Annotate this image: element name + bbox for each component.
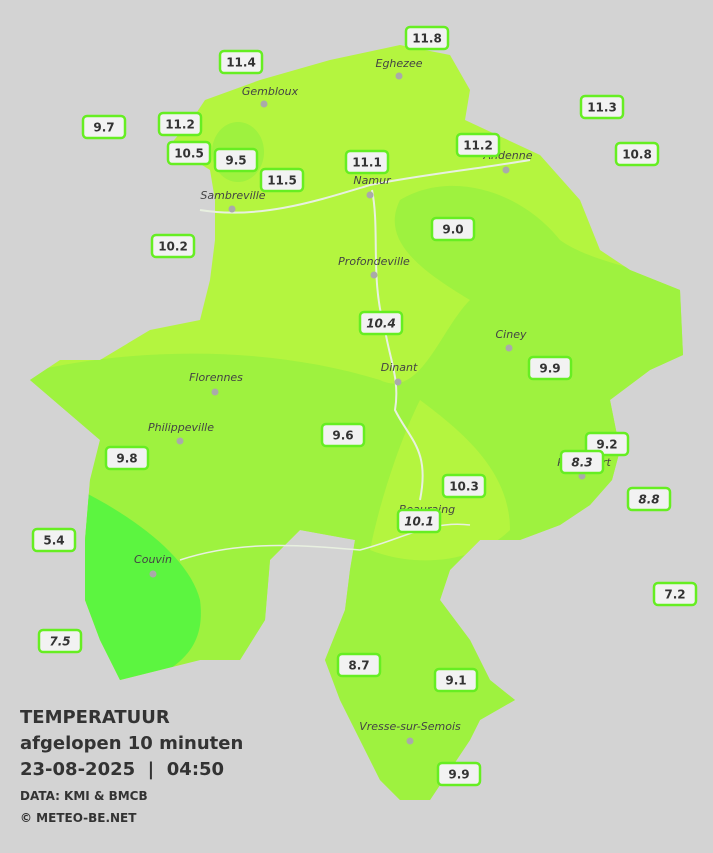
city-dot bbox=[228, 205, 236, 213]
station-value: 5.4 bbox=[43, 534, 64, 548]
station-value: 9.0 bbox=[442, 223, 463, 237]
station-box bbox=[404, 25, 450, 51]
city-label: Philippeville bbox=[148, 421, 214, 434]
station-box bbox=[626, 486, 672, 512]
station-box bbox=[396, 508, 442, 534]
city-label: Couvin bbox=[134, 553, 172, 566]
station-box bbox=[433, 667, 479, 693]
station-value: 11.8 bbox=[412, 32, 442, 46]
station-box bbox=[430, 216, 476, 242]
city-dot bbox=[370, 271, 378, 279]
station-box bbox=[31, 527, 77, 553]
station-box bbox=[104, 445, 150, 471]
timestamp: 23-08-2025 | 04:50 bbox=[20, 759, 224, 780]
station-value: 10.4 bbox=[366, 317, 396, 331]
station-box bbox=[527, 355, 573, 381]
station-box bbox=[579, 94, 625, 120]
city-label: Vresse-sur-Semois bbox=[359, 720, 461, 733]
station-box bbox=[436, 761, 482, 787]
station-value: 9.2 bbox=[596, 438, 617, 452]
station-value: 7.5 bbox=[49, 635, 70, 649]
station-value: 7.2 bbox=[664, 588, 685, 602]
station-box bbox=[81, 114, 127, 140]
city-dot bbox=[395, 72, 403, 80]
station-value: 9.1 bbox=[445, 674, 466, 688]
station-box bbox=[218, 49, 264, 75]
city-label: Gembloux bbox=[242, 85, 299, 98]
city-label: Florennes bbox=[189, 371, 243, 384]
river bbox=[199, 159, 531, 501]
station-value: 10.8 bbox=[622, 148, 652, 162]
station-value: 9.5 bbox=[225, 154, 246, 168]
station-box bbox=[157, 111, 203, 137]
station-value: 8.3 bbox=[571, 456, 592, 470]
station-box bbox=[213, 147, 259, 173]
station-value: 9.9 bbox=[448, 768, 469, 782]
station-box bbox=[320, 422, 366, 448]
station-box bbox=[37, 628, 83, 654]
city-label: Profondeville bbox=[338, 255, 410, 268]
city-label: Sambreville bbox=[200, 189, 265, 202]
station-value: 11.4 bbox=[226, 56, 256, 70]
station-box bbox=[455, 132, 501, 158]
station-value: 11.2 bbox=[165, 118, 195, 132]
city-label: Dinant bbox=[381, 361, 418, 374]
station-box bbox=[584, 431, 630, 457]
station-box bbox=[652, 581, 698, 607]
city-dot bbox=[505, 344, 513, 352]
city-dot bbox=[394, 378, 402, 386]
station-value: 11.1 bbox=[352, 156, 382, 170]
city-label: Namur bbox=[353, 174, 392, 187]
city-dot bbox=[176, 437, 184, 445]
city-dot bbox=[406, 737, 414, 745]
station-value: 11.3 bbox=[587, 101, 617, 115]
station-value: 9.9 bbox=[539, 362, 560, 376]
station-value: 8.7 bbox=[348, 659, 369, 673]
station-box bbox=[441, 473, 487, 499]
source: DATA: KMI & BMCB bbox=[20, 789, 148, 803]
station-box bbox=[166, 140, 212, 166]
station-value: 11.5 bbox=[267, 174, 297, 188]
city-dot bbox=[149, 570, 157, 578]
station-box bbox=[259, 167, 305, 193]
station-box bbox=[614, 141, 660, 167]
copyright: © METEO-BE.NET bbox=[20, 811, 137, 825]
station-value: 8.8 bbox=[638, 493, 659, 507]
city-dot bbox=[260, 100, 268, 108]
city-dot bbox=[211, 388, 219, 396]
station-value: 9.8 bbox=[116, 452, 137, 466]
city-label: Ciney bbox=[496, 328, 527, 341]
station-value: 10.5 bbox=[174, 147, 204, 161]
station-value: 9.6 bbox=[332, 429, 353, 443]
station-value: 10.2 bbox=[158, 240, 188, 254]
city-dot bbox=[502, 166, 510, 174]
city-dot bbox=[366, 191, 374, 199]
station-value: 11.2 bbox=[463, 139, 493, 153]
station-value: 10.1 bbox=[404, 515, 434, 529]
subtitle: afgelopen 10 minuten bbox=[20, 733, 243, 754]
station-box bbox=[559, 449, 605, 475]
station-value: 9.7 bbox=[93, 121, 114, 135]
city-label: Eghezee bbox=[376, 57, 423, 70]
station-value: 10.3 bbox=[449, 480, 479, 494]
title: TEMPERATUUR bbox=[20, 707, 170, 728]
station-box bbox=[358, 310, 404, 336]
station-box bbox=[336, 652, 382, 678]
station-box bbox=[344, 149, 390, 175]
station-box bbox=[150, 233, 196, 259]
